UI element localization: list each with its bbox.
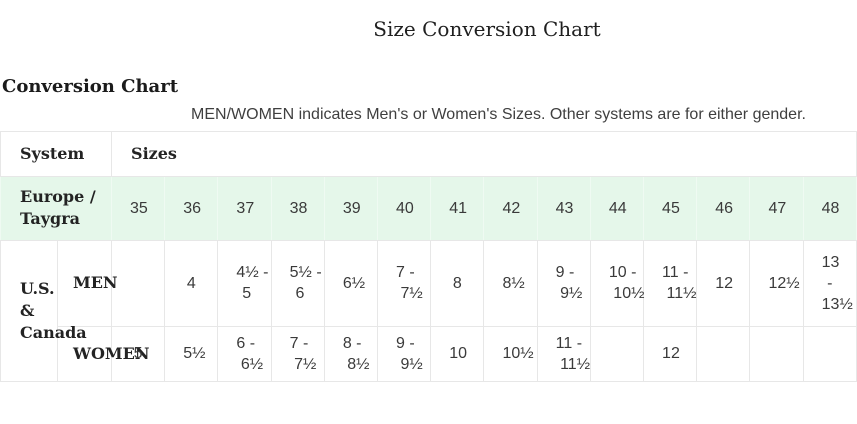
europe-taygra-row: Europe / Taygra 35 36 37 38 39 40 41 42 …	[0, 175, 857, 241]
men-size-cell: 7 - 7½	[377, 239, 432, 327]
women-size-cell: 7 - 7½	[270, 325, 325, 383]
page-title: Size Conversion Chart	[373, 17, 601, 41]
us-canada-label: U.S. & Canada	[0, 239, 87, 383]
women-size-cell	[589, 325, 645, 383]
women-size-cell: 5½	[164, 325, 219, 383]
men-size-cell: 8½	[483, 239, 538, 327]
men-size-cell: 4	[164, 239, 219, 327]
women-size-cell	[749, 325, 804, 383]
europe-size-cell: 43	[536, 175, 591, 241]
women-size-cell: 8 - 8½	[323, 325, 379, 383]
europe-size-cell: 40	[377, 175, 432, 241]
women-size-cell: 6 - 6½	[217, 325, 272, 383]
europe-size-cell: 37	[217, 175, 272, 241]
men-size-cell: 11 - 11½	[643, 239, 698, 327]
section-heading: Conversion Chart	[2, 76, 179, 97]
men-size-cell: 12½	[749, 239, 804, 327]
women-size-cell	[696, 325, 751, 383]
europe-size-cell: 38	[270, 175, 325, 241]
header-sizes: Sizes	[111, 130, 857, 177]
men-size-cell: 9 - 9½	[536, 239, 591, 327]
europe-size-cell: 45	[643, 175, 698, 241]
women-size-cell: 10½	[483, 325, 538, 383]
europe-size-cell: 41	[430, 175, 485, 241]
gender-note: MEN/WOMEN indicates Men's or Women's Siz…	[191, 105, 806, 123]
europe-size-cell: 39	[323, 175, 379, 241]
women-size-cell: 12	[643, 325, 698, 383]
europe-size-cell: 48	[802, 175, 857, 241]
men-size-cell	[111, 239, 166, 327]
men-size-cell: 13 - 13½	[802, 239, 857, 327]
us-canada-women-row: WOMEN 5 5½ 6 - 6½ 7 - 7½ 8 - 8½ 9 - 9½ 1…	[1, 325, 857, 383]
women-label: WOMEN	[56, 325, 149, 383]
us-canada-men-row: U.S. & Canada MEN 4 4½ - 5 5½ - 6 6½ 7 -…	[0, 239, 857, 383]
women-size-cell	[802, 325, 857, 383]
men-size-cell: 10 - 10½	[589, 239, 644, 327]
europe-size-cell: 36	[164, 175, 219, 241]
men-size-cell: 4½ - 5	[217, 239, 272, 327]
page: { "page": { "title": "Size Conversion Ch…	[0, 17, 857, 424]
men-size-cell: 12	[696, 239, 751, 327]
men-size-cell: 6½	[323, 239, 379, 327]
men-size-cell: 5½ - 6	[270, 239, 325, 327]
women-size-cell: 9 - 9½	[377, 325, 432, 383]
europe-size-cell: 44	[589, 175, 645, 241]
europe-size-cell: 46	[696, 175, 751, 241]
women-size-cell: 11 - 11½	[536, 325, 591, 383]
table-header-row: System Sizes	[0, 130, 857, 177]
size-conversion-table: System Sizes Europe / Taygra 35 36 37 38…	[0, 130, 857, 383]
europe-size-cell: 47	[749, 175, 804, 241]
men-label: MEN	[56, 239, 118, 327]
men-size-cell: 8	[430, 239, 485, 327]
women-size-cell: 10	[430, 325, 485, 383]
women-size-cell: 5	[111, 325, 166, 383]
header-system: System	[0, 130, 113, 177]
europe-size-cell: 42	[483, 175, 538, 241]
europe-taygra-label: Europe / Taygra	[0, 175, 113, 241]
europe-size-cell: 35	[111, 175, 166, 241]
